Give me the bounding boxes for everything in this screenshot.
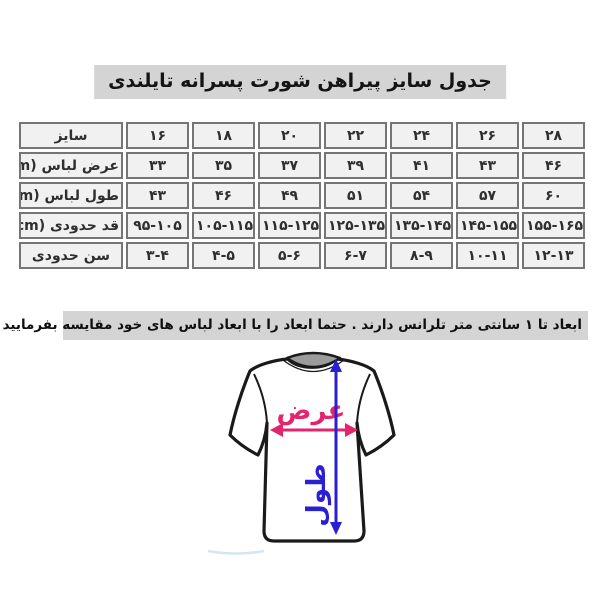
table-row-garment-length: طول لباس (cm) ۴۳ ۴۶ ۴۹ ۵۱ ۵۴ ۵۷ ۶۰ — [19, 182, 585, 209]
row-label-size: سایز — [19, 122, 123, 149]
table-cell: ۵-۶ — [258, 242, 321, 269]
length-arrowhead-bottom — [330, 522, 342, 535]
table-cell: ۹۵-۱۰۵ — [126, 212, 189, 239]
table-cell: ۲۴ — [390, 122, 453, 149]
table-row-size: سایز ۱۶ ۱۸ ۲۰ ۲۲ ۲۴ ۲۶ ۲۸ — [19, 122, 585, 149]
table-cell: ۱۵۵-۱۶۵ — [522, 212, 585, 239]
table-row-approx-age: سن حدودی ۳-۴ ۴-۵ ۵-۶ ۶-۷ ۸-۹ ۱۰-۱۱ ۱۲-۱۳ — [19, 242, 585, 269]
table-cell: ۱۰۵-۱۱۵ — [192, 212, 255, 239]
table-cell: ۲۶ — [456, 122, 519, 149]
tolerance-note: ابعاد تا ۱ سانتی متر تلرانس دارند . حتما… — [0, 311, 588, 340]
table-cell: ۳۵ — [192, 152, 255, 179]
table-cell: ۴۳ — [456, 152, 519, 179]
tshirt-outline — [228, 357, 396, 543]
width-arrowhead-right — [345, 423, 358, 437]
table-cell: ۴۹ — [258, 182, 321, 209]
table-cell: ۱۲-۱۳ — [522, 242, 585, 269]
table-cell: ۲۰ — [258, 122, 321, 149]
table-cell: ۲۲ — [324, 122, 387, 149]
size-table: سایز ۱۶ ۱۸ ۲۰ ۲۲ ۲۴ ۲۶ ۲۸ عرض لباس (cm) … — [16, 119, 588, 272]
table-cell: ۱۰-۱۱ — [456, 242, 519, 269]
table-cell: ۱۸ — [192, 122, 255, 149]
tshirt-measurement-diagram: عرض طول — [160, 345, 440, 595]
collar-band-line — [282, 359, 345, 373]
table-cell: ۳۳ — [126, 152, 189, 179]
table-cell: ۸-۹ — [390, 242, 453, 269]
row-label-approx-height: قد حدودی (cm) — [19, 212, 123, 239]
table-cell: ۱۴۵-۱۵۵ — [456, 212, 519, 239]
right-sleeve-seam — [356, 373, 371, 424]
row-label-approx-age: سن حدودی — [19, 242, 123, 269]
left-sleeve-seam — [253, 373, 268, 424]
table-cell: ۴۳ — [126, 182, 189, 209]
shadow-line — [207, 549, 265, 555]
table-cell: ۴-۵ — [192, 242, 255, 269]
table-cell: ۳-۴ — [126, 242, 189, 269]
table-row-garment-width: عرض لباس (cm) ۳۳ ۳۵ ۳۷ ۳۹ ۴۱ ۴۳ ۴۶ — [19, 152, 585, 179]
table-cell: ۴۶ — [522, 152, 585, 179]
table-cell: ۵۴ — [390, 182, 453, 209]
page-title: جدول سایز پیراهن شورت پسرانه تایلندی — [94, 65, 506, 99]
row-label-garment-length: طول لباس (cm) — [19, 182, 123, 209]
table-cell: ۴۶ — [192, 182, 255, 209]
row-label-garment-width: عرض لباس (cm) — [19, 152, 123, 179]
table-cell: ۶-۷ — [324, 242, 387, 269]
table-row-approx-height: قد حدودی (cm) ۹۵-۱۰۵ ۱۰۵-۱۱۵ ۱۱۵-۱۲۵ ۱۲۵… — [19, 212, 585, 239]
length-label: طول — [302, 463, 332, 526]
table-cell: ۱۱۵-۱۲۵ — [258, 212, 321, 239]
table-cell: ۱۶ — [126, 122, 189, 149]
table-cell: ۳۷ — [258, 152, 321, 179]
tshirt-figure: عرض طول — [207, 351, 396, 555]
table-cell: ۲۸ — [522, 122, 585, 149]
table-cell: ۱۲۵-۱۳۵ — [324, 212, 387, 239]
width-arrowhead-left — [270, 423, 283, 437]
table-cell: ۵۷ — [456, 182, 519, 209]
table-cell: ۵۱ — [324, 182, 387, 209]
table-cell: ۴۱ — [390, 152, 453, 179]
table-cell: ۳۹ — [324, 152, 387, 179]
width-label: عرض — [277, 396, 346, 426]
table-cell: ۶۰ — [522, 182, 585, 209]
table-cell: ۱۳۵-۱۴۵ — [390, 212, 453, 239]
collar — [285, 351, 342, 369]
length-arrowhead-top — [330, 359, 342, 372]
